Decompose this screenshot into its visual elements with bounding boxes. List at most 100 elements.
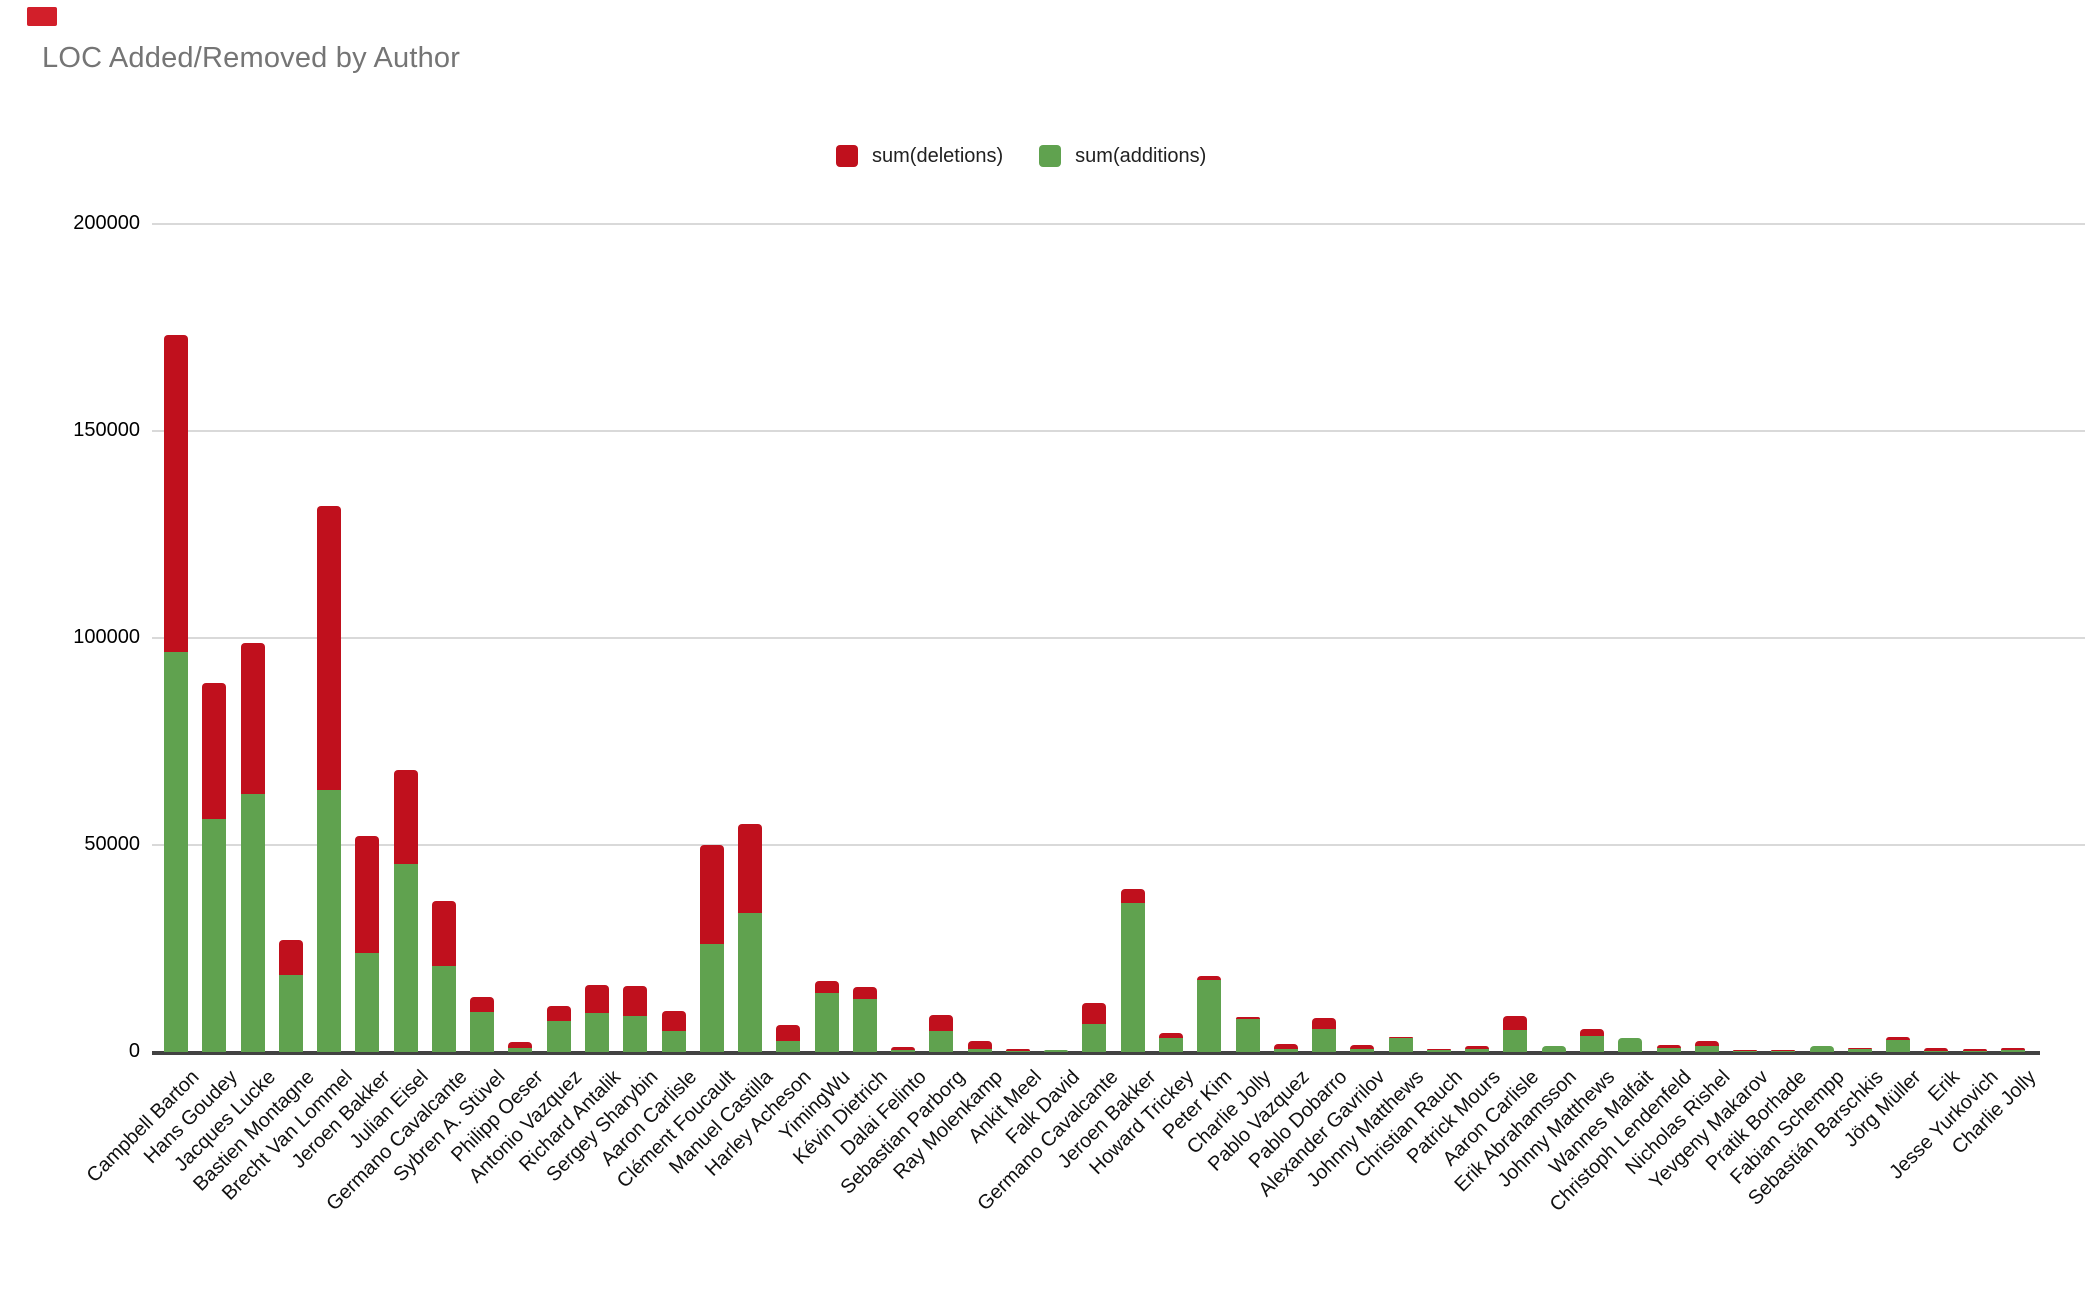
bar-additions-Aaron Carlisle[interactable] (661, 1031, 686, 1052)
bar-additions-Nicholas Rishel[interactable] (1694, 1046, 1719, 1052)
bar-additions-Wannes Malfait[interactable] (1618, 1038, 1643, 1052)
bar-additions-Howard Trickey[interactable] (1159, 1038, 1184, 1052)
bar-deletions-Philipp Oeser[interactable] (508, 1042, 533, 1048)
bar-additions-Kévin Dietrich[interactable] (852, 999, 877, 1052)
bar-additions-Campbell Barton[interactable] (164, 652, 188, 1052)
bar-additions-Aaron Carlisle[interactable] (1503, 1030, 1528, 1052)
bar-deletions-Yevgeny Makarov[interactable] (1733, 1050, 1758, 1051)
bar-additions-Hans Goudey[interactable] (202, 819, 227, 1052)
bar-additions-Dalai Felinto[interactable] (891, 1050, 916, 1052)
bar-additions-Charlie Jolly[interactable] (2000, 1050, 2025, 1052)
bar-additions-Sybren A. Stüvel[interactable] (470, 1012, 495, 1052)
bar-additions-Richard Antalik[interactable] (584, 1013, 609, 1052)
bar-additions-Falk David[interactable] (1044, 1050, 1069, 1052)
bar-additions-Christian Rauch[interactable] (1426, 1050, 1451, 1052)
bar-deletions-Jörg Müller[interactable] (1886, 1037, 1911, 1040)
bar-deletions-Dalai Felinto[interactable] (891, 1047, 916, 1050)
bar-additions-Philipp Oeser[interactable] (508, 1048, 533, 1052)
bar-additions-Peter Kim[interactable] (1197, 980, 1222, 1052)
bar-deletions-Aaron Carlisle[interactable] (1503, 1016, 1528, 1030)
bar-deletions-Christoph Lendenfeld[interactable] (1656, 1045, 1681, 1048)
bar-deletions-Charlie Jolly[interactable] (2000, 1048, 2025, 1050)
gridline-50000 (152, 844, 2085, 846)
bar-additions-Sebastian Parborg[interactable] (929, 1031, 954, 1052)
bar-additions-Johnny Matthews[interactable] (1388, 1038, 1413, 1052)
bar-additions-Johnny Matthews[interactable] (1579, 1036, 1604, 1052)
bar-deletions-Ray Molenkamp[interactable] (967, 1041, 992, 1049)
bar-deletions-Clément Foucault[interactable] (699, 845, 724, 944)
bar-deletions-YimingWu[interactable] (814, 981, 839, 993)
bar-deletions-Sebastián Barschkis[interactable] (1847, 1048, 1872, 1049)
bar-deletions-Pablo Vazquez[interactable] (1273, 1044, 1298, 1049)
bar-additions-Charlie Jolly[interactable] (1235, 1019, 1260, 1052)
bar-additions-Patrick Mours[interactable] (1465, 1049, 1490, 1052)
bar-deletions-Pratik Borhade[interactable] (1771, 1050, 1796, 1051)
bar-deletions-Harley Acheson[interactable] (776, 1025, 801, 1041)
bar-deletions-Christian Rauch[interactable] (1426, 1049, 1451, 1050)
bar-deletions-Jacques Lucke[interactable] (240, 643, 265, 794)
bar-additions-Manuel Castilla[interactable] (738, 913, 763, 1052)
bar-deletions-Jeroen Bakker[interactable] (355, 836, 380, 953)
bar-additions-Pablo Dobarro[interactable] (1312, 1029, 1337, 1052)
bar-deletions-Ankit Meel[interactable] (1005, 1049, 1030, 1051)
bar-additions-Pratik Borhade[interactable] (1771, 1051, 1796, 1052)
bar-deletions-Sergey Sharybin[interactable] (623, 986, 648, 1016)
bar-deletions-Sebastian Parborg[interactable] (929, 1015, 954, 1031)
bar-additions-Sergey Sharybin[interactable] (623, 1016, 648, 1052)
bar-additions-Harley Acheson[interactable] (776, 1041, 801, 1052)
bar-deletions-Johnny Matthews[interactable] (1579, 1029, 1604, 1036)
bar-additions-Christoph Lendenfeld[interactable] (1656, 1048, 1681, 1052)
bar-additions-Julian Eisel[interactable] (393, 864, 418, 1052)
bar-deletions-Alexander Gavrilov[interactable] (1350, 1045, 1375, 1049)
bar-additions-Yevgeny Makarov[interactable] (1733, 1051, 1758, 1052)
legend-label-additions: sum(additions) (1075, 144, 1207, 167)
bar-deletions-Pablo Dobarro[interactable] (1312, 1018, 1337, 1029)
bar-deletions-Peter Kim[interactable] (1197, 976, 1222, 980)
bar-additions-Jeroen Bakker[interactable] (1120, 903, 1145, 1052)
bar-additions-Clément Foucault[interactable] (699, 944, 724, 1052)
bar-additions-Ankit Meel[interactable] (1005, 1051, 1030, 1052)
bar-deletions-Kévin Dietrich[interactable] (852, 987, 877, 999)
bar-additions-Erik Abrahamsson[interactable] (1541, 1046, 1566, 1052)
bar-deletions-Sybren A. Stüvel[interactable] (470, 997, 495, 1012)
bar-deletions-Richard Antalik[interactable] (584, 985, 609, 1013)
bar-additions-Jeroen Bakker[interactable] (355, 953, 380, 1052)
bar-deletions-Jeroen Bakker[interactable] (1120, 889, 1145, 903)
bar-deletions-Germano Cavalcante[interactable] (431, 901, 456, 966)
legend-item-deletions[interactable]: sum(deletions) (836, 145, 1003, 168)
bar-additions-Ray Molenkamp[interactable] (967, 1049, 992, 1052)
bar-deletions-Hans Goudey[interactable] (202, 683, 227, 819)
bar-deletions-Patrick Mours[interactable] (1465, 1046, 1490, 1049)
bar-additions-Erik[interactable] (1924, 1051, 1949, 1052)
bar-deletions-Manuel Castilla[interactable] (738, 824, 763, 913)
bar-additions-Pablo Vazquez[interactable] (1273, 1049, 1298, 1052)
bar-deletions-Bastien Montagne[interactable] (278, 940, 303, 975)
bar-additions-Jacques Lucke[interactable] (240, 794, 265, 1052)
bar-additions-YimingWu[interactable] (814, 993, 839, 1052)
bar-deletions-Aaron Carlisle[interactable] (661, 1011, 686, 1031)
bar-additions-Alexander Gavrilov[interactable] (1350, 1049, 1375, 1052)
bar-deletions-Jesse Yurkovich[interactable] (1962, 1049, 1987, 1051)
bar-additions-Brecht Van Lommel[interactable] (317, 790, 342, 1052)
bar-deletions-Charlie Jolly[interactable] (1235, 1017, 1260, 1019)
bar-deletions-Brecht Van Lommel[interactable] (317, 506, 342, 790)
bar-additions-Antonio Vazquez[interactable] (546, 1021, 571, 1052)
y-tick-label-100000: 100000 (73, 626, 140, 648)
bar-deletions-Antonio Vazquez[interactable] (546, 1006, 571, 1021)
bar-deletions-Campbell Barton[interactable] (164, 335, 188, 652)
bar-additions-Fabian Schempp[interactable] (1809, 1046, 1834, 1052)
chart-title: LOC Added/Removed by Author (42, 42, 461, 74)
bar-deletions-Erik[interactable] (1924, 1048, 1949, 1051)
bar-additions-Jörg Müller[interactable] (1886, 1040, 1911, 1052)
bar-additions-Sebastián Barschkis[interactable] (1847, 1049, 1872, 1052)
bar-deletions-Nicholas Rishel[interactable] (1694, 1041, 1719, 1046)
bar-deletions-Howard Trickey[interactable] (1159, 1033, 1184, 1038)
bar-deletions-Germano Cavalcante[interactable] (1082, 1003, 1107, 1024)
bar-deletions-Johnny Matthews[interactable] (1388, 1037, 1413, 1038)
bar-deletions-Julian Eisel[interactable] (393, 770, 418, 864)
legend-item-additions[interactable]: sum(additions) (1039, 145, 1206, 168)
bar-additions-Jesse Yurkovich[interactable] (1962, 1051, 1987, 1052)
bar-additions-Germano Cavalcante[interactable] (1082, 1024, 1107, 1052)
bar-additions-Bastien Montagne[interactable] (278, 975, 303, 1052)
bar-additions-Germano Cavalcante[interactable] (431, 966, 456, 1052)
